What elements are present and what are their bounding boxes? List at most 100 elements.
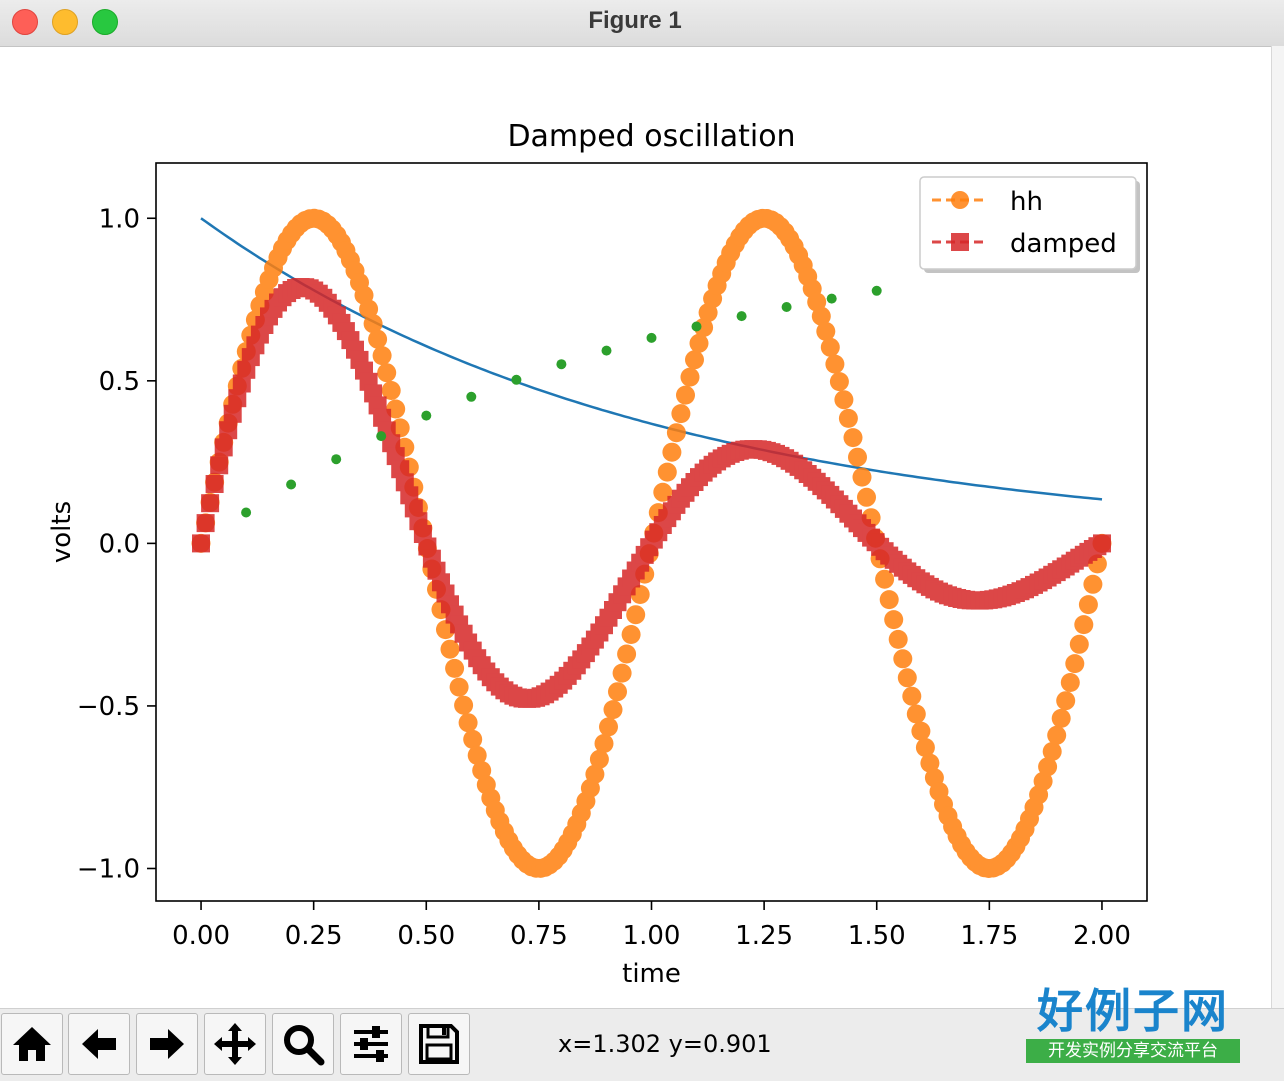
x-tick-label: 1.75 — [960, 921, 1018, 951]
x-tick-label: 0.50 — [397, 921, 455, 951]
hh-point — [879, 590, 899, 610]
hh-point — [834, 390, 854, 410]
chart: 0.00 0.25 0.50 0.75 1.00 1.25 1.50 1.75 2.00 −1.0… — [47, 119, 1148, 989]
hh-point — [1042, 742, 1062, 761]
y-tick-label: 0.0 — [99, 529, 140, 559]
hh-point — [820, 337, 840, 357]
envelope-line — [200, 217, 1103, 501]
damped-point — [192, 534, 210, 553]
hh-point — [1060, 673, 1080, 692]
hh-point — [685, 350, 704, 370]
dot-point — [556, 359, 567, 370]
x-tick-label: 1.50 — [848, 921, 906, 951]
y-tick-label: −0.5 — [77, 692, 140, 722]
hh-point — [825, 354, 845, 374]
hh-point — [377, 363, 397, 383]
legend-damped-label: damped — [1010, 229, 1117, 259]
hh-point — [589, 749, 609, 769]
back-button[interactable] — [68, 1013, 130, 1075]
hh-point — [843, 428, 863, 448]
hh-point — [1074, 615, 1094, 635]
hh-point — [1033, 771, 1053, 791]
hh-point — [372, 346, 392, 366]
dot-point — [871, 285, 882, 296]
hh-point — [359, 299, 379, 319]
hh-point — [1065, 654, 1085, 674]
window-title: Figure 1 — [588, 7, 682, 34]
damped-point — [219, 421, 238, 440]
x-tick-label: 1.00 — [623, 921, 681, 951]
hh-point — [1038, 757, 1058, 777]
maximize-window-button[interactable] — [92, 9, 118, 35]
hh-point — [594, 734, 614, 753]
hh-point — [811, 306, 831, 326]
hh-point — [612, 663, 632, 683]
dot-point — [241, 507, 252, 518]
hh-point — [603, 700, 623, 720]
x-tick-label: 2.00 — [1073, 921, 1131, 951]
x-axis-label: time — [622, 959, 681, 989]
hh-point — [884, 610, 904, 630]
hh-point — [467, 745, 487, 765]
dot-point — [331, 454, 342, 465]
configure-subplots-button[interactable] — [340, 1013, 402, 1075]
home-icon — [13, 1027, 51, 1061]
home-button[interactable] — [1, 1013, 63, 1075]
pan-button[interactable] — [204, 1013, 266, 1075]
legend-damped-marker — [951, 233, 969, 251]
hh-point — [440, 639, 460, 659]
hh-point — [662, 442, 682, 462]
save-button[interactable] — [408, 1013, 470, 1075]
close-window-button[interactable] — [12, 9, 38, 35]
legend-hh-label: hh — [1010, 187, 1043, 217]
x-tick-label: 0.00 — [172, 921, 230, 951]
hh-point — [381, 381, 401, 400]
legend[interactable]: hh damped — [919, 176, 1140, 273]
hh-point — [626, 605, 646, 625]
damped-point — [232, 374, 251, 393]
damped-point — [1093, 534, 1111, 553]
hh-point — [848, 447, 867, 467]
hh-point — [617, 644, 637, 664]
cursor-coordinates: x=1.302 y=0.901 — [558, 1030, 772, 1058]
watermark-logo: 好例子网 开发实例分享交流平台 — [1026, 985, 1240, 1069]
back-arrow-icon — [82, 1029, 116, 1059]
hh-point — [449, 677, 469, 697]
hh-point — [875, 569, 895, 589]
damped-point — [196, 514, 215, 533]
dot-point — [826, 293, 837, 304]
hh-point — [906, 704, 926, 724]
minimize-window-button[interactable] — [52, 9, 78, 35]
hh-point — [1078, 595, 1098, 615]
damped-point — [210, 456, 229, 475]
dot-point — [646, 332, 657, 343]
hh-point — [915, 738, 935, 757]
dot-point — [376, 431, 387, 442]
hh-point — [893, 649, 913, 669]
hh-point — [585, 764, 605, 784]
zoom-button[interactable] — [272, 1013, 334, 1075]
y-tick-label: 1.0 — [99, 204, 140, 234]
forward-button[interactable] — [136, 1013, 198, 1075]
y-tick-label: −1.0 — [77, 854, 140, 884]
x-tick-label: 0.25 — [285, 921, 343, 951]
hh-point — [1069, 634, 1089, 654]
hh-point — [599, 717, 618, 737]
hh-point — [888, 629, 908, 649]
hh-point — [902, 686, 922, 706]
dot-point — [421, 410, 432, 421]
hh-point — [657, 462, 677, 482]
hh-point — [689, 333, 709, 353]
y-tick-label: 0.5 — [99, 367, 140, 397]
hh-point — [829, 372, 849, 392]
legend-hh-marker — [951, 191, 969, 209]
hh-point — [671, 404, 691, 424]
hh-point — [608, 682, 627, 702]
hh-point — [1051, 708, 1071, 728]
hh-point — [368, 329, 388, 349]
x-tick-label: 0.75 — [510, 921, 568, 951]
hh-point — [363, 314, 383, 334]
hh-point — [676, 385, 695, 405]
hh-point — [458, 713, 478, 733]
hh-point — [897, 668, 917, 688]
